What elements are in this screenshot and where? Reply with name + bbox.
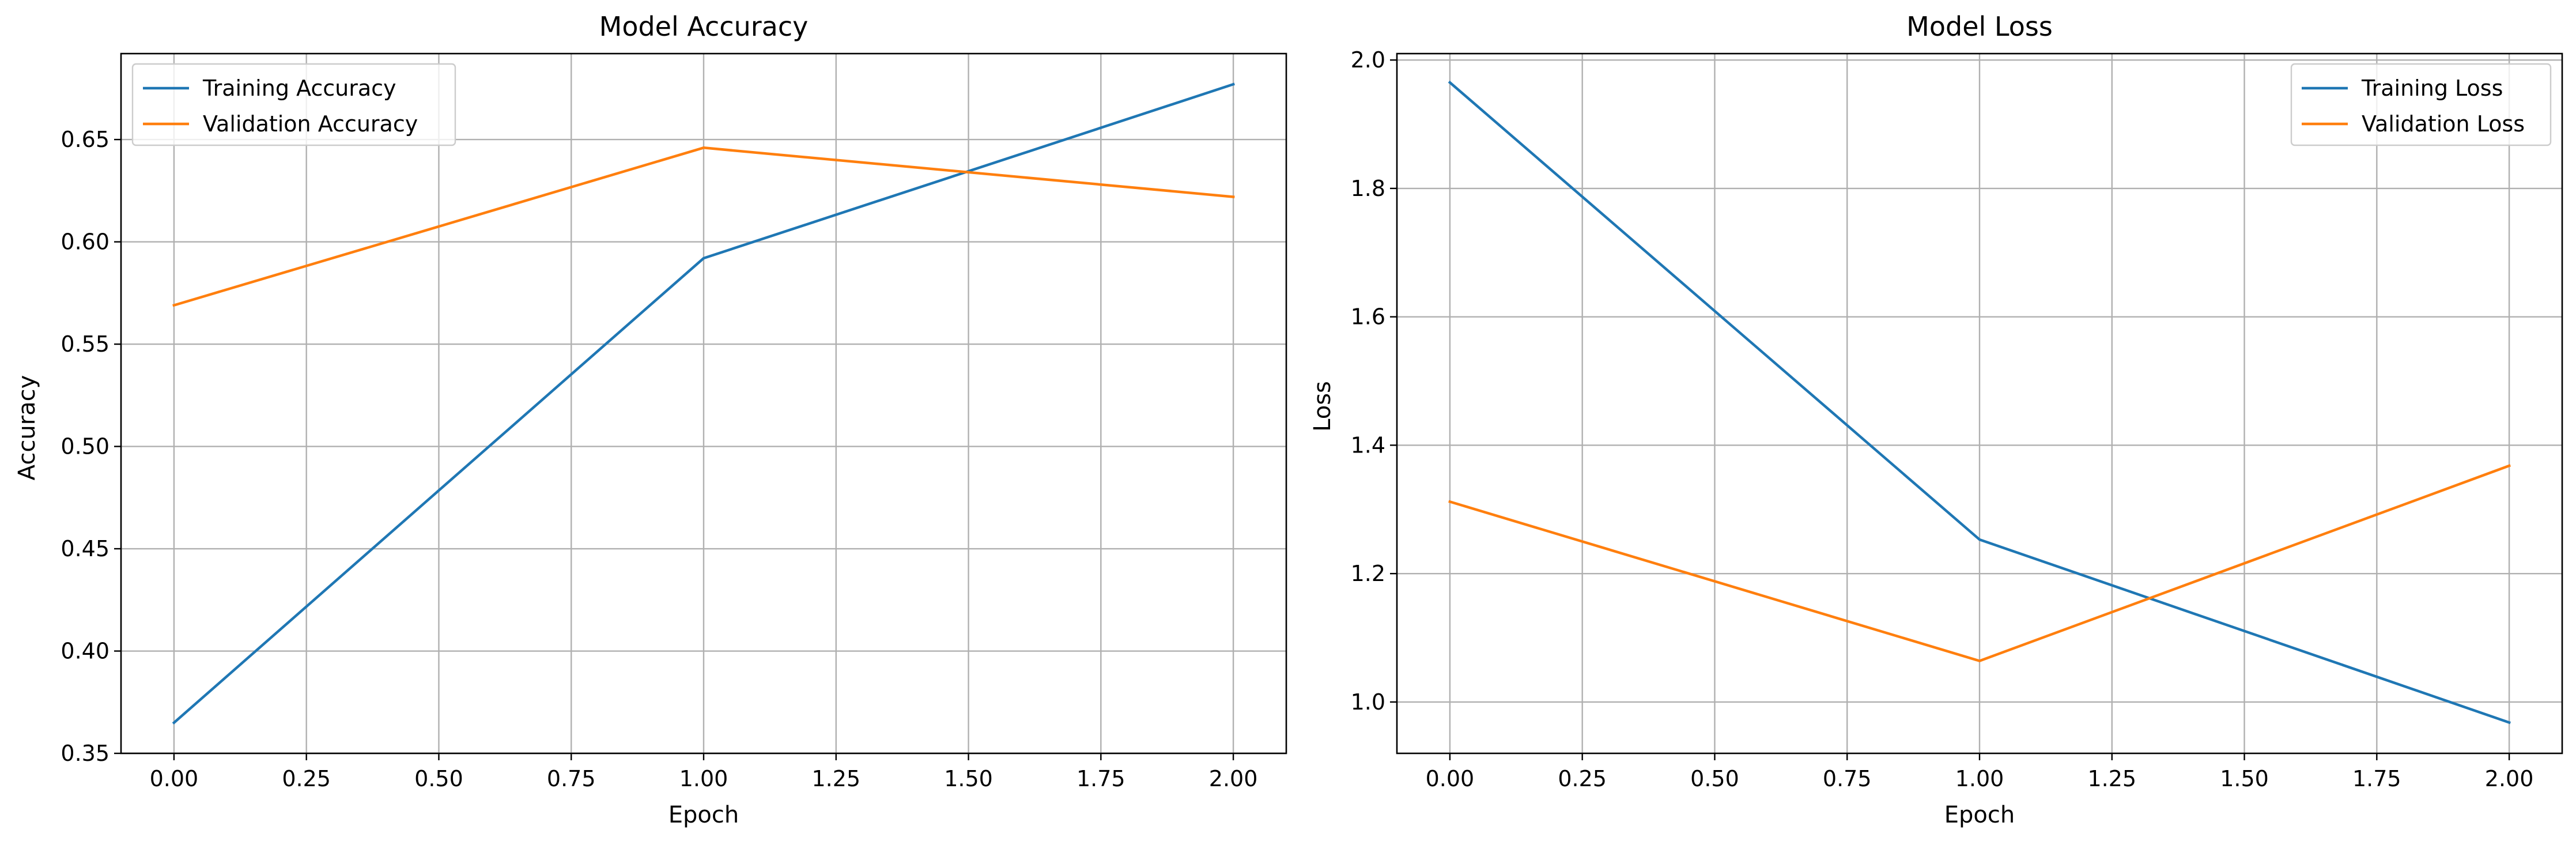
legend-label: Validation Accuracy — [203, 111, 418, 137]
x-tick-label: 1.50 — [944, 766, 993, 791]
x-tick-label: 1.75 — [2352, 766, 2401, 791]
y-tick-label: 1.8 — [1351, 176, 1385, 201]
y-tick-label: 0.55 — [61, 331, 109, 357]
x-tick-label: 0.50 — [414, 766, 463, 791]
x-axis-label: Epoch — [668, 802, 739, 828]
x-tick-label: 1.50 — [2220, 766, 2269, 791]
x-tick-label: 0.75 — [547, 766, 596, 791]
legend-box — [2290, 63, 2552, 146]
x-tick-label: 0.25 — [282, 766, 331, 791]
x-tick-label: 2.00 — [1209, 766, 1258, 791]
x-tick-label: 0.75 — [1823, 766, 1872, 791]
x-tick-label: 0.25 — [1558, 766, 1607, 791]
x-axis-label: Epoch — [1944, 802, 2015, 828]
y-tick-label: 0.65 — [61, 127, 109, 152]
y-axis-label: Accuracy — [14, 375, 40, 481]
x-tick-label: 1.25 — [811, 766, 860, 791]
series-line-training-accuracy — [172, 82, 1235, 725]
accuracy-chart: Model Accuracy Epoch Accuracy 0.00 0.25 0.… — [14, 11, 1287, 828]
plot-frame — [1396, 52, 2563, 755]
legend-box — [131, 63, 456, 146]
legend-label: Validation Loss — [2362, 111, 2525, 137]
legend-label: Training Accuracy — [202, 76, 396, 101]
y-tick-label: 0.45 — [61, 536, 109, 561]
y-tick-label: 0.40 — [61, 639, 109, 664]
plot-frame — [120, 52, 1287, 755]
y-tick-label: 1.0 — [1351, 689, 1385, 715]
x-tick-label: 0.00 — [150, 766, 199, 791]
y-tick-label: 2.0 — [1351, 47, 1385, 73]
x-tick-label: 1.75 — [1077, 766, 1125, 791]
y-tick-label: 0.35 — [61, 741, 109, 766]
y-tick-label: 0.50 — [61, 434, 109, 459]
x-tick-label: 0.50 — [1690, 766, 1739, 791]
x-tick-label: 1.25 — [2087, 766, 2136, 791]
series-line-validation-accuracy — [172, 146, 1235, 307]
chart-title: Model Accuracy — [599, 11, 809, 42]
y-tick-label: 1.4 — [1351, 432, 1385, 458]
legend-label: Training Loss — [2361, 76, 2503, 101]
y-axis-label: Loss — [1309, 381, 1336, 432]
series-line-training-loss — [1448, 80, 2511, 725]
x-tick-label: 1.00 — [679, 766, 728, 791]
series-line-validation-loss — [1448, 464, 2511, 662]
x-tick-label: 0.00 — [1426, 766, 1475, 791]
legend: Training Loss Validation Loss — [2290, 63, 2552, 146]
legend: Training Accuracy Validation Accuracy — [131, 63, 456, 146]
y-tick-label: 0.60 — [61, 229, 109, 255]
x-tick-label: 1.00 — [1955, 766, 2004, 791]
y-tick-label: 1.2 — [1351, 561, 1385, 586]
x-tick-label: 2.00 — [2485, 766, 2534, 791]
chart-title: Model Loss — [1906, 11, 2053, 42]
loss-chart: Model Loss Epoch Loss 0.00 0.25 0.50 0.75 1.… — [1309, 11, 2563, 828]
y-tick-label: 1.6 — [1351, 304, 1385, 330]
